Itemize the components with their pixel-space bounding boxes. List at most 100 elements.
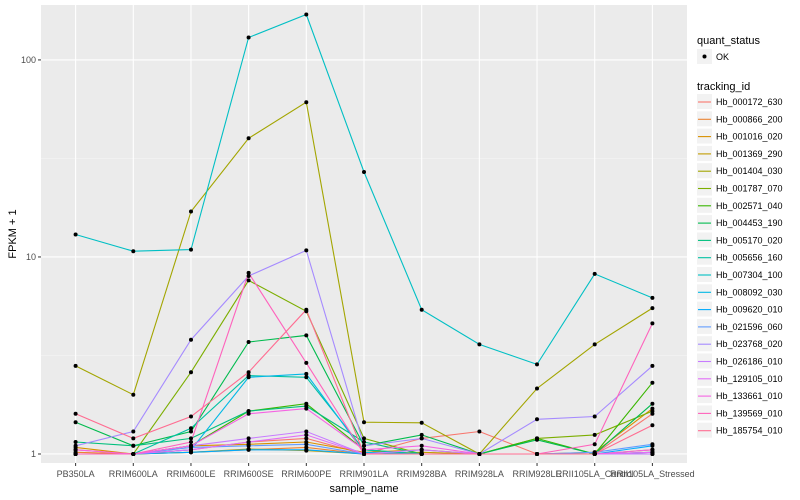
data-point: [592, 414, 597, 419]
data-point: [189, 429, 193, 434]
data-point: [650, 442, 655, 447]
legend-label: Hb_005170_020: [716, 235, 783, 245]
data-point: [73, 232, 78, 237]
x-tick-label: RRIM928BA: [397, 469, 447, 479]
data-point: [246, 436, 251, 441]
data-point: [650, 409, 655, 414]
x-tick-label: RRIM901LA: [339, 469, 388, 479]
data-point: [304, 432, 309, 437]
data-point: [246, 447, 251, 452]
data-point: [73, 443, 78, 448]
shape-legend-title: quant_status: [697, 35, 760, 47]
data-point: [535, 437, 539, 442]
x-tick-label: RRII105LA_Stressed: [610, 469, 695, 479]
data-point: [304, 307, 309, 312]
data-point: [246, 440, 251, 444]
legend-label: Hb_005656_160: [716, 253, 783, 263]
data-point: [477, 342, 482, 347]
data-point: [131, 443, 136, 448]
data-point: [477, 429, 482, 434]
data-point: [592, 271, 597, 276]
data-point: [419, 452, 424, 456]
data-point: [535, 452, 539, 456]
data-point: [650, 401, 655, 406]
legend-point-icon: [702, 54, 707, 59]
data-point: [419, 307, 424, 312]
data-point: [362, 443, 366, 448]
data-point: [73, 411, 78, 416]
data-point: [246, 35, 251, 40]
data-point: [304, 442, 309, 447]
data-point: [650, 363, 655, 368]
legend-label: Hb_023768_020: [716, 339, 783, 349]
data-point: [419, 447, 424, 452]
data-point: [246, 270, 251, 275]
data-point: [189, 443, 193, 448]
x-tick-label: RRII105LA_Control: [556, 469, 634, 479]
legend-label: Hb_139569_010: [716, 408, 783, 418]
data-point: [131, 392, 136, 397]
data-point: [650, 380, 655, 385]
point-layer: [73, 12, 655, 456]
data-point: [592, 452, 597, 456]
data-point: [304, 12, 309, 17]
data-point: [362, 440, 366, 444]
data-point: [246, 340, 251, 344]
legend-label: Hb_000866_200: [716, 114, 783, 124]
data-point: [189, 436, 193, 441]
x-tick-label: RRIM600SE: [224, 469, 274, 479]
x-tick-label: RRIM928LA: [455, 469, 504, 479]
data-point: [304, 360, 309, 365]
data-point: [362, 420, 366, 425]
data-point: [592, 432, 597, 437]
legend-label: Hb_007304_100: [716, 270, 783, 280]
data-point: [246, 274, 251, 278]
data-point: [592, 342, 597, 347]
data-point: [189, 370, 193, 375]
legend-label: Hb_001787_070: [716, 184, 783, 194]
data-point: [73, 447, 78, 452]
data-point: [189, 209, 193, 214]
legend-label: Hb_000172_630: [716, 97, 783, 107]
y-axis-title: FPKM + 1: [7, 209, 19, 258]
data-point: [304, 447, 309, 452]
legend-label: Hb_004453_190: [716, 218, 783, 228]
data-point: [304, 248, 309, 253]
data-point: [592, 442, 597, 447]
x-tick-label: RRIM600LE: [166, 469, 215, 479]
legend-label: Hb_001016_020: [716, 132, 783, 142]
data-point: [189, 426, 193, 431]
data-point: [535, 362, 539, 367]
data-point: [73, 363, 78, 368]
data-point: [189, 247, 193, 252]
data-point: [131, 249, 136, 254]
data-point: [246, 411, 251, 416]
data-point: [189, 440, 193, 444]
x-axis-title: sample_name: [329, 483, 398, 495]
data-point: [73, 452, 78, 456]
x-tick-label: RRIM928LE: [513, 469, 562, 479]
data-point: [246, 370, 251, 375]
data-point: [304, 371, 309, 376]
data-point: [477, 452, 482, 456]
data-point: [650, 306, 655, 311]
data-point: [362, 170, 366, 174]
data-point: [304, 375, 309, 380]
axis-layer: 1 10 100 PB350LA RRIM600LA RRIM600LE RRIM600SE…: [21, 55, 695, 479]
x-tick-label: PB350LA: [57, 469, 95, 479]
data-point: [246, 278, 251, 283]
data-point: [131, 452, 136, 456]
data-point: [304, 436, 309, 441]
legend-label: Hb_008092_030: [716, 287, 783, 297]
y-tick-label: 10: [26, 252, 36, 262]
data-point: [419, 432, 424, 437]
data-point: [419, 436, 424, 441]
data-point: [73, 420, 78, 425]
legend-label: Hb_133661_010: [716, 391, 783, 401]
legend-label: Hb_002571_040: [716, 201, 783, 211]
data-point: [304, 100, 309, 105]
data-point: [362, 452, 366, 456]
data-point: [246, 375, 251, 380]
